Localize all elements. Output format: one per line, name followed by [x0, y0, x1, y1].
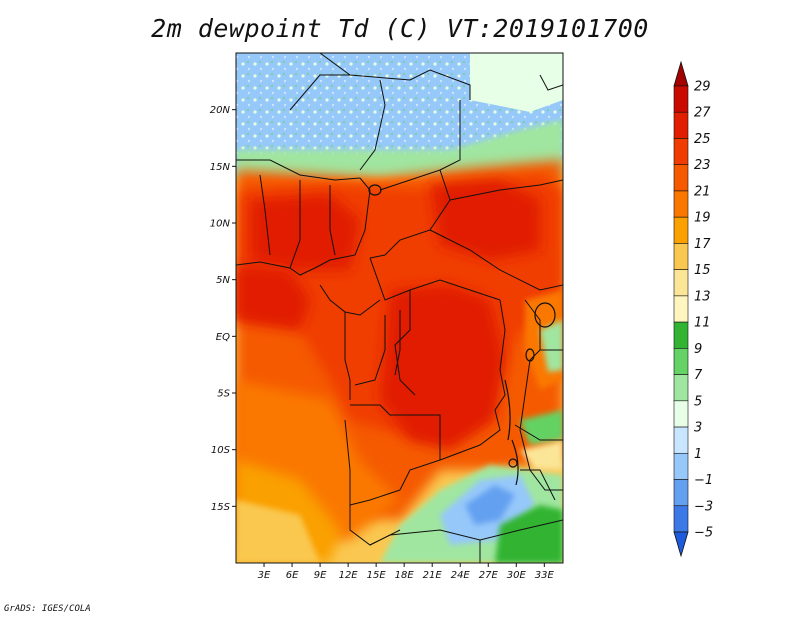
colorbar-swatch: [673, 138, 689, 166]
lon-tick-label: 3E: [258, 570, 271, 581]
chart-title: 2m dewpoint Td (C) VT:2019101700: [151, 14, 649, 43]
colorbar-label: 19: [694, 211, 711, 226]
colorbar-label: −5: [694, 526, 713, 541]
colorbar-swatch: [673, 321, 689, 349]
colorbar-label: 3: [694, 421, 702, 436]
dewpoint-field: [236, 53, 563, 563]
lat-tick-label: EQ: [216, 332, 230, 343]
colorbar-swatch: [673, 216, 689, 244]
lat-tick-label: 10S: [211, 445, 231, 456]
colorbar-label: −3: [694, 499, 713, 514]
colorbar-swatch: [673, 374, 689, 402]
latitude-axis: 20N 15N 10N 5N EQ 5S 10S 15S: [210, 105, 236, 513]
colorbar-swatch: [673, 452, 689, 480]
longitude-axis: 3E 6E 9E 12E 15E 18E 21E 24E 27E 30E 33E: [258, 563, 555, 581]
colorbar-swatch: [673, 269, 689, 297]
lon-tick-label: 18E: [395, 570, 415, 581]
colorbar-label: 29: [694, 80, 711, 95]
lon-tick-label: 6E: [286, 570, 299, 581]
lon-tick-label: 12E: [339, 570, 359, 581]
colorbar-swatch: [673, 479, 689, 507]
colorbar-label: 27: [694, 106, 711, 121]
colorbar-swatch: [673, 426, 689, 454]
colorbar-label: 25: [694, 132, 711, 147]
colorbar-bottom-arrow: [673, 531, 689, 558]
colorbar-swatch: [673, 85, 689, 113]
colorbar-label: 11: [694, 316, 711, 331]
colorbar-label: 7: [694, 368, 703, 383]
lon-tick-label: 33E: [535, 570, 555, 581]
colorbar-swatch: [673, 243, 689, 270]
colorbar: 29 27 25 23 21 19 17 15 13 11 9 7 5 3 1 −1 −3 −5: [673, 60, 713, 558]
colorbar-label: 5: [694, 394, 702, 409]
lon-tick-label: 15E: [367, 570, 387, 581]
lon-tick-label: 24E: [451, 570, 471, 581]
colorbar-label: 13: [694, 289, 711, 304]
colorbar-label: 1: [694, 447, 702, 462]
lon-tick-label: 30E: [507, 570, 527, 581]
colorbar-swatch: [673, 111, 689, 139]
lat-tick-label: 5N: [216, 275, 230, 286]
lat-tick-label: 5S: [217, 389, 230, 400]
country-borders: [236, 53, 563, 563]
lon-tick-label: 27E: [479, 570, 499, 581]
lat-tick-label: 15S: [211, 502, 231, 513]
lat-tick-label: 10N: [210, 219, 231, 230]
colorbar-swatch: [673, 505, 689, 533]
colorbar-label: −1: [694, 473, 713, 488]
colorbar-swatch: [673, 190, 689, 218]
colorbar-label: 15: [694, 263, 711, 278]
map-frame: [235, 52, 564, 564]
credit-text: GrADS: IGES/COLA: [4, 604, 91, 614]
colorbar-label: 21: [694, 184, 711, 199]
colorbar-label: 17: [694, 237, 711, 252]
lat-tick-label: 20N: [210, 105, 231, 116]
congo-basin-high: [380, 285, 505, 450]
lon-tick-label: 9E: [314, 570, 327, 581]
lakes: [368, 184, 556, 486]
lat-tick-label: 15N: [210, 162, 231, 173]
colorbar-swatch: [673, 348, 689, 375]
colorbar-top-arrow: [673, 60, 689, 87]
colorbar-swatch: [673, 164, 689, 192]
lon-tick-label: 21E: [423, 570, 443, 581]
colorbar-swatch: [673, 400, 689, 428]
colorbar-label: 9: [694, 342, 702, 357]
colorbar-swatch: [673, 295, 689, 323]
colorbar-label: 23: [694, 158, 711, 173]
